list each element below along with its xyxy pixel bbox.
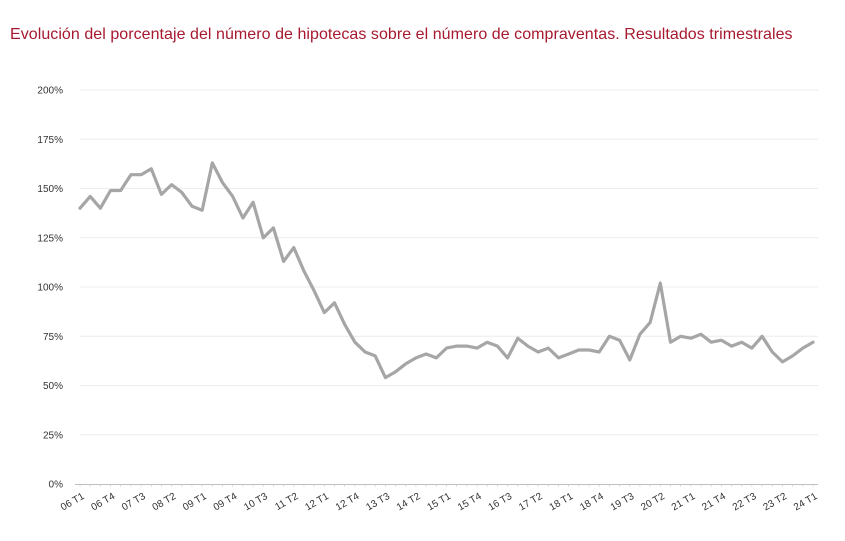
- x-tick-label: 14 T2: [395, 491, 423, 513]
- x-tick-label: 17 T2: [517, 491, 545, 513]
- y-axis-ticks: 0% 25% 50% 75% 100% 125% 150% 175% 200%: [37, 86, 63, 491]
- x-axis-ticks: 06 T1 06 T4 07 T3 08 T2 09 T1 09 T4 10 T3 11 T2…: [59, 491, 820, 513]
- x-tick-label: 07 T3: [120, 491, 148, 513]
- y-tick-label: 0%: [49, 480, 64, 491]
- x-tick-label: 18 T1: [548, 491, 576, 513]
- y-tick-label: 175%: [37, 135, 63, 146]
- x-tick-label: 06 T4: [90, 491, 118, 513]
- y-tick-label: 150%: [37, 184, 63, 195]
- x-tick-label: 15 T4: [456, 491, 484, 513]
- y-tick-label: 50%: [43, 381, 63, 392]
- y-tick-label: 25%: [43, 430, 63, 441]
- x-tick-label: 12 T4: [334, 491, 362, 513]
- x-tick-label: 21 T1: [670, 491, 698, 513]
- x-tick-label: 21 T4: [700, 491, 728, 513]
- x-tick-label: 12 T1: [303, 491, 331, 513]
- series-line: [78, 161, 815, 380]
- x-tick-label: 22 T3: [731, 491, 759, 513]
- x-tick-label: 18 T4: [578, 491, 606, 513]
- y-tick-label: 200%: [37, 86, 63, 97]
- x-tick-label: 11 T2: [273, 491, 300, 513]
- x-tick-label: 16 T3: [487, 491, 515, 513]
- x-tick-label: 15 T1: [426, 491, 454, 513]
- x-tick-label: 06 T1: [59, 491, 87, 513]
- x-tick-label: 19 T3: [609, 491, 637, 513]
- gridlines: [80, 89, 818, 436]
- x-tick-label: 10 T3: [242, 491, 270, 513]
- y-tick-label: 75%: [43, 332, 63, 343]
- x-tick-label: 20 T2: [639, 491, 667, 513]
- y-tick-label: 125%: [37, 233, 63, 244]
- y-tick-label: 100%: [37, 283, 63, 294]
- x-tick-label: 08 T2: [151, 491, 179, 513]
- x-tick-label: 23 T2: [761, 491, 789, 513]
- x-tick-label: 24 T1: [792, 491, 820, 513]
- x-tick-label: 09 T4: [212, 491, 240, 513]
- x-tick-label: 09 T1: [181, 491, 209, 513]
- chart-title: Evolución del porcentaje del número de h…: [10, 26, 793, 43]
- x-tick-label: 13 T3: [364, 491, 392, 513]
